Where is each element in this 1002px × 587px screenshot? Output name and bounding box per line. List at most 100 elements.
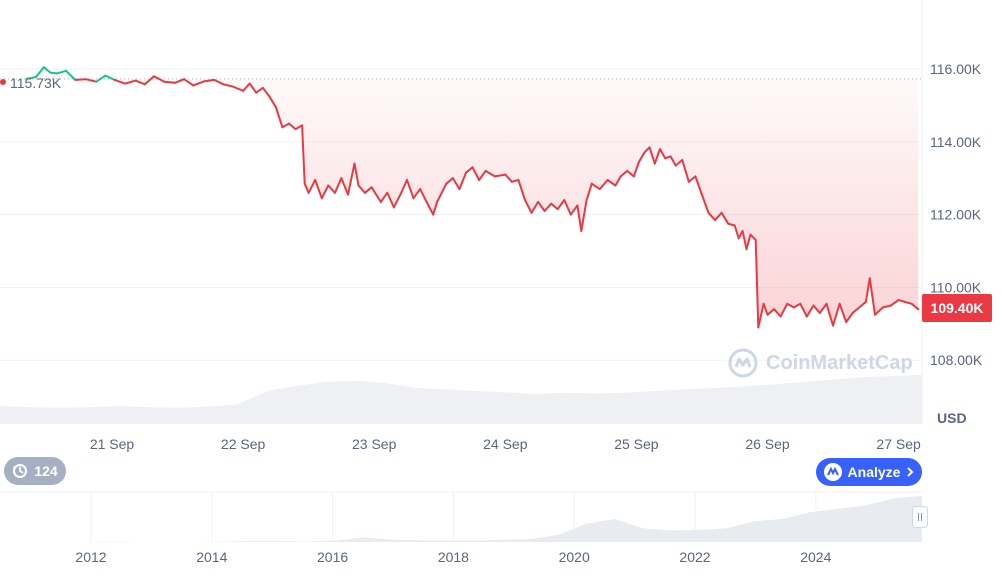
- price-line-segment: [619, 169, 629, 178]
- price-line-segment: [832, 302, 841, 327]
- price-line-segment: [357, 184, 366, 194]
- price-line-segment: [436, 182, 448, 203]
- price-line-segment: [786, 302, 795, 309]
- analyze-label: Analyze: [847, 464, 901, 480]
- price-line-segment: [35, 66, 45, 78]
- price-line-segment: [307, 179, 317, 194]
- y-axis: 108.00K 110.00K 112.00K 114.00K 116.00K: [930, 61, 983, 368]
- price-line-segment: [643, 146, 651, 154]
- price-line-segment: [741, 230, 748, 251]
- price-line-segment: [889, 299, 900, 307]
- price-line-segment: [858, 301, 867, 309]
- price-line-segment: [868, 277, 876, 316]
- price-line-segment: [864, 277, 871, 303]
- price-line-segment: [638, 151, 646, 163]
- price-line-segment: [268, 95, 277, 109]
- price-line-segment: [626, 169, 635, 178]
- price-line-segment: [779, 302, 789, 318]
- price-line-segment: [904, 301, 913, 305]
- history-icon: [13, 464, 28, 478]
- navigator-tick-label: 2014: [196, 549, 227, 565]
- price-line-segment: [687, 175, 697, 183]
- price-line-segment: [471, 166, 481, 181]
- price-line-segment: [153, 75, 166, 83]
- price-line-segment: [104, 74, 116, 81]
- price-line-segment: [183, 78, 195, 87]
- history-button[interactable]: 124: [4, 457, 66, 485]
- price-line-segment: [754, 239, 760, 329]
- below-reference-fill: [26, 67, 919, 328]
- price-line-segment: [327, 184, 336, 194]
- price-line-segment: [825, 302, 834, 327]
- price-line-segment: [202, 78, 216, 83]
- price-line-segment: [674, 159, 684, 167]
- analyze-button[interactable]: Analyze: [816, 458, 922, 486]
- price-line-segment: [812, 304, 821, 314]
- price-line-segment: [143, 75, 155, 86]
- price-line-segment: [261, 86, 271, 98]
- price-line-segment: [550, 202, 559, 211]
- price-line-segment: [897, 299, 907, 303]
- price-fill-area: [26, 67, 919, 328]
- price-line-segment: [231, 85, 245, 92]
- price-line-segment: [757, 302, 765, 329]
- price-line-segment: [192, 80, 205, 87]
- volume-area-shape: [0, 374, 922, 424]
- price-line-segment: [484, 169, 496, 178]
- price-line-segment: [255, 86, 264, 94]
- chevron-right-icon: [907, 467, 914, 477]
- price-line-segment: [792, 302, 802, 309]
- x-axis: 21 Sep 22 Sep 23 Sep 24 Sep 25 Sep 26 Sep 27 S…: [90, 436, 921, 452]
- price-line-segment: [248, 82, 258, 94]
- price-line-segment: [419, 188, 428, 203]
- price-line-segment: [910, 302, 920, 311]
- price-line-segment: [530, 200, 540, 214]
- x-tick-label: 24 Sep: [483, 436, 528, 452]
- price-line-segment: [173, 78, 186, 84]
- x-tick-label: 23 Sep: [352, 436, 397, 452]
- price-line-segment: [134, 79, 146, 86]
- price-line-segment: [874, 306, 884, 316]
- currency-label: USD: [937, 410, 967, 426]
- price-line-segment: [590, 182, 601, 191]
- price-line-segment: [281, 122, 290, 129]
- price-line-segment: [478, 169, 487, 181]
- y-tick-label: 110.00K: [930, 279, 982, 295]
- price-line-segment: [49, 71, 58, 75]
- price-line-segment: [314, 179, 323, 200]
- price-line-segment: [585, 182, 593, 201]
- price-line-segment: [845, 311, 854, 323]
- navigator-tick-label: 2018: [438, 549, 469, 565]
- price-line-segment: [818, 302, 828, 314]
- price-line-segment: [632, 160, 640, 178]
- price-line-segment: [445, 177, 454, 185]
- price-line-segment: [606, 179, 617, 187]
- history-count: 124: [34, 463, 58, 479]
- x-tick-label: 25 Sep: [614, 436, 659, 452]
- watermark-text: CoinMarketCap: [766, 351, 913, 374]
- price-line-segment: [353, 162, 360, 187]
- price-line-segment: [74, 78, 87, 81]
- navigator[interactable]: 2012 2014 2016 2018 2020 2022 2024: [0, 491, 922, 565]
- price-line-segment: [392, 193, 402, 209]
- price-line-segment: [320, 184, 330, 200]
- x-tick-label: 22 Sep: [221, 436, 266, 452]
- price-line-segment: [124, 79, 137, 85]
- price-line-segment: [425, 200, 435, 216]
- price-line-segment: [412, 188, 422, 200]
- price-line-segment: [727, 222, 736, 227]
- price-line-segment: [399, 179, 408, 196]
- current-price-tag: 109.40K: [922, 294, 992, 322]
- navigator-handle[interactable]: [912, 506, 928, 528]
- price-line-segment: [504, 173, 513, 183]
- navigator-history-area: [0, 496, 922, 542]
- price-line-segment: [563, 199, 572, 216]
- price-line-segment: [340, 177, 349, 196]
- price-line-segment: [347, 162, 356, 196]
- price-line-segment: [222, 83, 234, 88]
- analyze-icon: [823, 463, 842, 481]
- price-line-segment: [569, 204, 579, 216]
- price-line-segment: [648, 146, 656, 165]
- price-line-segment: [669, 155, 677, 167]
